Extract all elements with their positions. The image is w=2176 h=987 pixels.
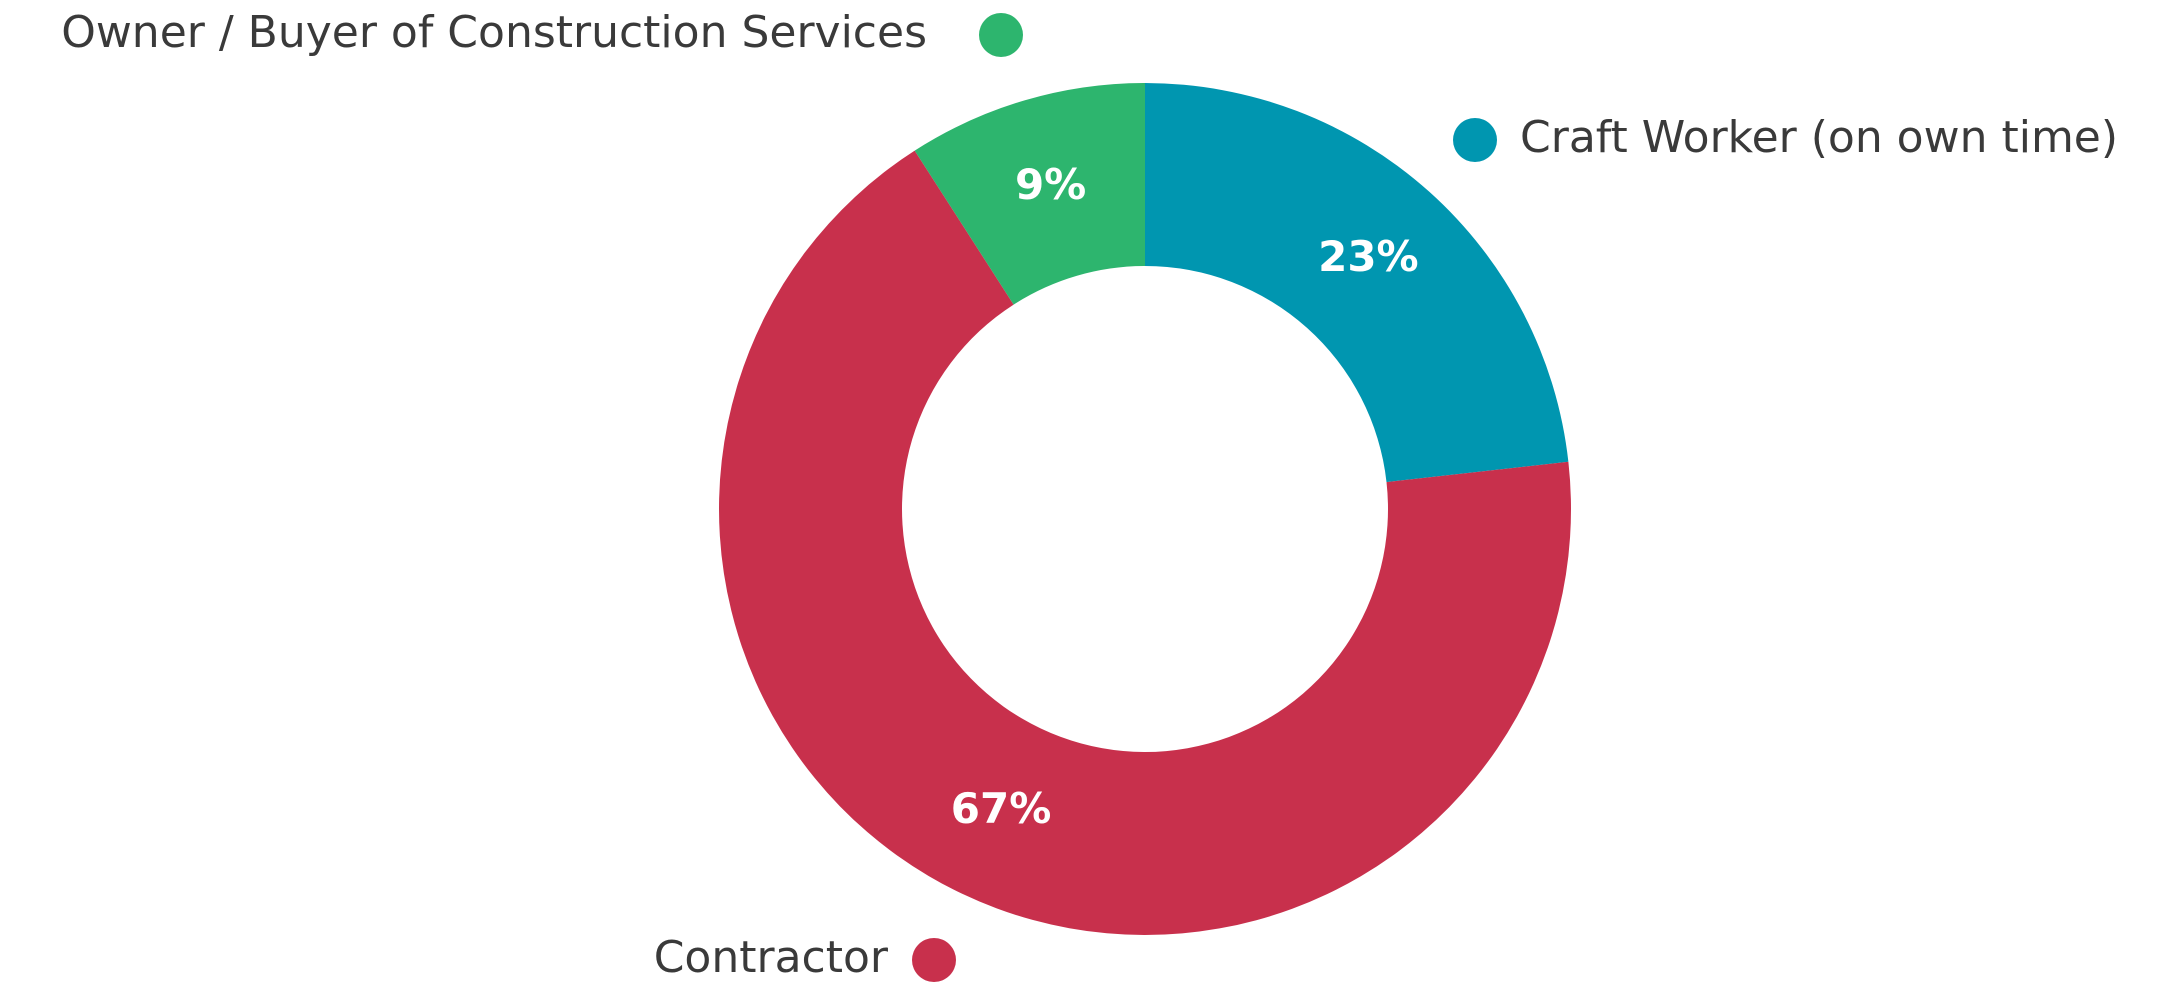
legend-dot: [979, 13, 1023, 57]
slice-label: 9%: [1015, 160, 1086, 209]
donut-slice: [719, 150, 1572, 935]
legend-dot: [912, 938, 956, 982]
legend-label: Contractor: [654, 932, 889, 983]
slice-label: 23%: [1318, 232, 1419, 281]
legend-label: Craft Worker (on own time): [1520, 112, 2118, 163]
donut-slice: [1145, 83, 1569, 483]
donut-slice: [914, 83, 1145, 305]
slice-label: 67%: [951, 784, 1052, 833]
legend-label: Owner / Buyer of Construction Services: [61, 7, 927, 58]
legend-dot: [1453, 118, 1497, 162]
